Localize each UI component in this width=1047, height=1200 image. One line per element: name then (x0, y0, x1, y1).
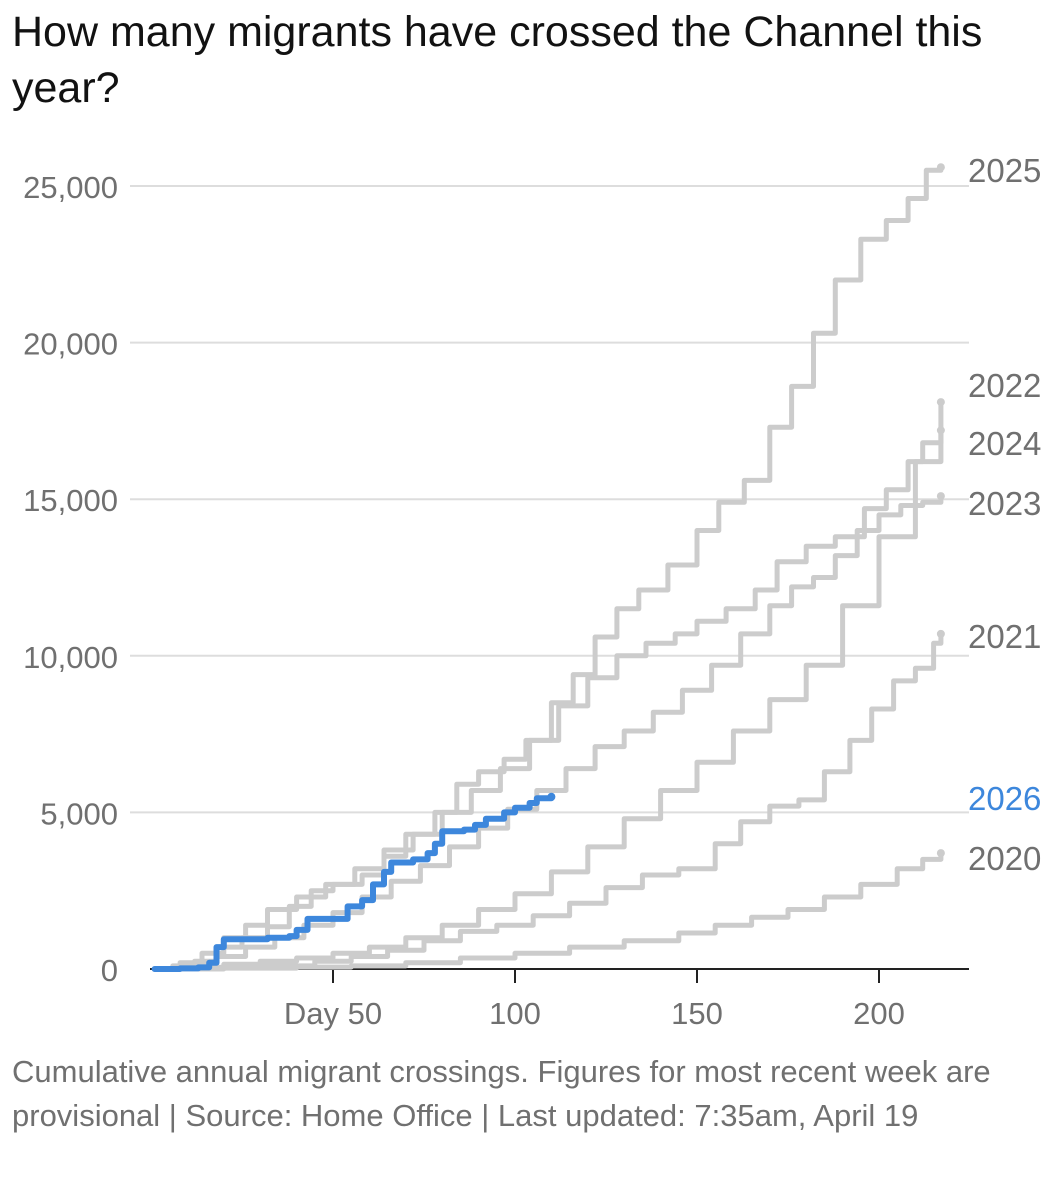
series-label-2023: 2023 (968, 485, 1041, 522)
x-tick-label: 200 (853, 996, 905, 1031)
y-tick-label: 10,000 (23, 640, 118, 675)
series-lines (151, 163, 945, 972)
gridlines (130, 185, 969, 970)
series-line-2020 (152, 850, 944, 972)
y-tick-labels: 0 5,000 10,000 15,000 20,000 25,000 (23, 170, 118, 988)
chart-title: How many migrants have crossed the Chann… (12, 8, 983, 112)
y-tick-label: 25,000 (23, 170, 118, 205)
series-label-2022: 2022 (968, 367, 1041, 404)
y-tick-label: 5,000 (40, 796, 118, 831)
series-line-2021 (152, 631, 944, 972)
series-end-point-2021 (936, 629, 945, 638)
series-labels: 2025 2022 2024 2023 2021 2026 2020 (968, 152, 1041, 877)
line-chart: 0 5,000 10,000 15,000 20,000 25,000 Day 50 100… (23, 152, 1041, 1031)
series-end-point-2026 (547, 792, 556, 801)
y-tick-label: 20,000 (23, 327, 118, 362)
series-label-2021: 2021 (968, 618, 1041, 655)
series-label-2026: 2026 (968, 780, 1041, 817)
chart-caption: Cumulative annual migrant crossings. Fig… (12, 1054, 991, 1133)
series-end-point-2024 (936, 426, 945, 435)
x-tick-label: 100 (489, 996, 541, 1031)
series-line-2022 (152, 399, 944, 972)
series-line-2026 (151, 793, 555, 972)
series-end-point-2020 (936, 849, 945, 858)
y-tick-label: 0 (101, 953, 118, 988)
series-end-point-2025 (936, 163, 945, 172)
series-end-point-2022 (936, 398, 945, 407)
series-label-2025: 2025 (968, 152, 1041, 189)
x-tick-label: 150 (671, 996, 723, 1031)
x-tick-label: Day 50 (284, 996, 382, 1031)
series-end-point-2023 (936, 492, 945, 501)
x-tick-labels: Day 50 100 150 200 (284, 969, 905, 1031)
series-line-2024 (152, 427, 944, 972)
y-tick-label: 15,000 (23, 483, 118, 518)
series-label-2024: 2024 (968, 425, 1041, 462)
series-label-2020: 2020 (968, 840, 1041, 877)
series-line-2025 (152, 164, 944, 972)
